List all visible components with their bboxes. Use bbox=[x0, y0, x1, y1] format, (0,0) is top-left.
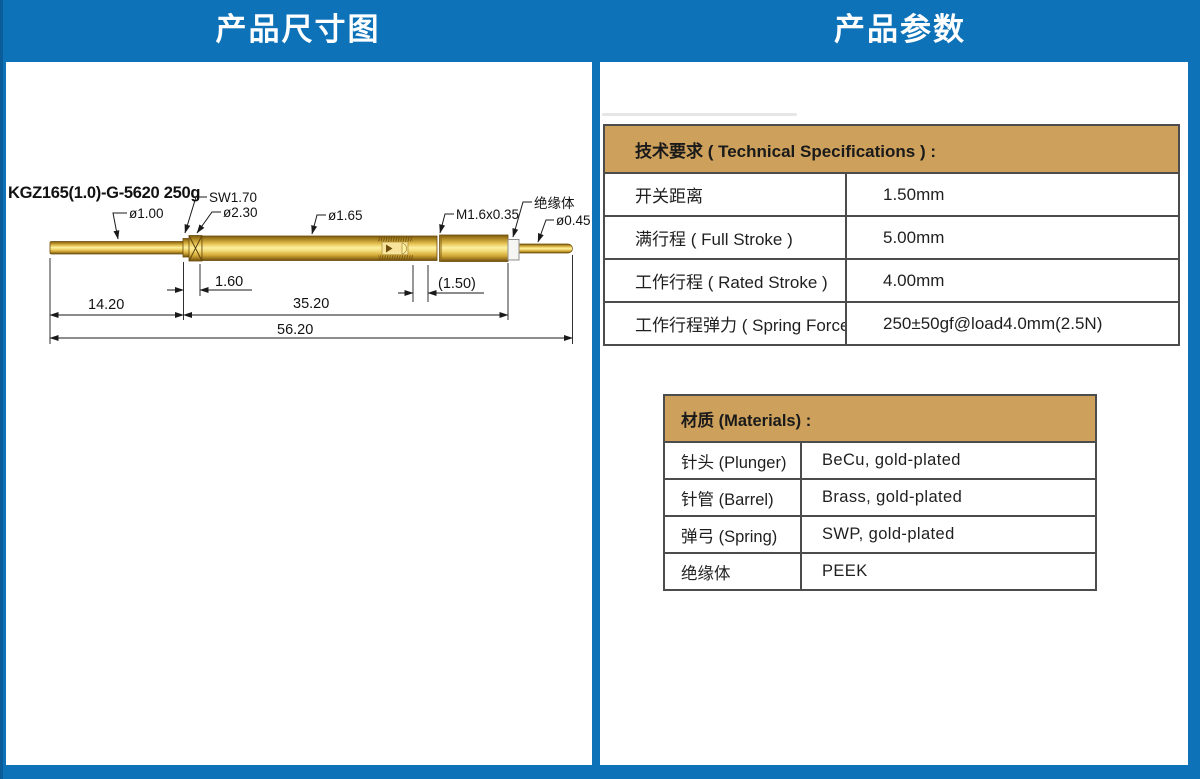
part-number: KGZ165(1.0)-G-5620 250g bbox=[8, 184, 200, 202]
spec-name: 开关距离 bbox=[603, 172, 847, 217]
spec-name: 工作行程弹力 ( Spring Force ) bbox=[603, 301, 847, 346]
material-value: PEEK bbox=[800, 552, 1097, 591]
table-row: 针管 (Barrel) Brass, gold-plated bbox=[663, 478, 1097, 517]
dim-barrel-length: 35.20 bbox=[293, 296, 329, 312]
dim-total-length: 56.20 bbox=[277, 322, 313, 338]
callout-insulator: 绝缘体 bbox=[534, 196, 575, 211]
spec-value: 250±50gf@load4.0mm(2.5N) bbox=[844, 301, 1181, 346]
insulator-ring bbox=[507, 239, 520, 261]
table-row: 开关距离 1.50mm bbox=[603, 172, 1181, 217]
material-name: 针管 (Barrel) bbox=[663, 478, 802, 517]
thread-section bbox=[439, 234, 509, 262]
spec-value: 4.00mm bbox=[844, 258, 1181, 303]
material-name: 弹弓 (Spring) bbox=[663, 515, 802, 554]
callout-thread: M1.6x0.35 bbox=[456, 207, 519, 222]
table-row: 工作行程 ( Rated Stroke ) 4.00mm bbox=[603, 258, 1181, 303]
material-name: 绝缘体 bbox=[663, 552, 802, 591]
materials-table: 材质 (Materials) : 针头 (Plunger) BeCu, gold… bbox=[663, 394, 1097, 591]
callout-hex: SW1.70 bbox=[209, 190, 257, 205]
spec-table-title: 技术要求 ( Technical Specifications ) : bbox=[602, 124, 1181, 174]
dimension-drawing-panel: KGZ165(1.0)-G-5620 250g ø1.00 SW1.70 ø2.… bbox=[6, 62, 592, 765]
collar-step bbox=[182, 238, 190, 258]
table-row: 绝缘体 PEEK bbox=[663, 552, 1097, 591]
left-edge-accent bbox=[0, 0, 3, 779]
callout-barrel-diameter: ø1.65 bbox=[328, 208, 363, 223]
material-name: 针头 (Plunger) bbox=[663, 441, 802, 480]
material-value: Brass, gold-plated bbox=[800, 478, 1097, 517]
parameters-panel-title: 产品参数 bbox=[834, 12, 966, 47]
plunger-shaft bbox=[49, 241, 185, 255]
leader-lines bbox=[112, 196, 554, 243]
technical-specifications-table: 技术要求 ( Technical Specifications ) : 开关距离… bbox=[602, 124, 1181, 346]
table-row: 针头 (Plunger) BeCu, gold-plated bbox=[663, 441, 1097, 480]
dimension-lines bbox=[49, 287, 573, 341]
callout-tail-diameter: ø0.45 bbox=[556, 213, 591, 228]
tail-pin bbox=[513, 243, 573, 254]
dim-hex-length: 1.60 bbox=[215, 274, 243, 290]
spec-value: 5.00mm bbox=[844, 215, 1181, 260]
dim-plunger-length: 14.20 bbox=[88, 297, 124, 313]
table-row: 满行程 ( Full Stroke ) 5.00mm bbox=[603, 215, 1181, 260]
table-header-row: 材质 (Materials) : bbox=[663, 394, 1097, 443]
material-value: BeCu, gold-plated bbox=[800, 441, 1097, 480]
pogo-pin-drawing: KGZ165(1.0)-G-5620 250g ø1.00 SW1.70 ø2.… bbox=[8, 184, 591, 344]
spec-name: 工作行程 ( Rated Stroke ) bbox=[603, 258, 847, 303]
parameters-panel: 技术要求 ( Technical Specifications ) : 开关距离… bbox=[600, 62, 1188, 765]
pin-body bbox=[49, 234, 573, 262]
scan-artifact bbox=[602, 113, 797, 116]
material-value: SWP, gold-plated bbox=[800, 515, 1097, 554]
spec-value: 1.50mm bbox=[844, 172, 1181, 217]
dimension-panel-title: 产品尺寸图 bbox=[215, 12, 381, 47]
table-row: 弹弓 (Spring) SWP, gold-plated bbox=[663, 515, 1097, 554]
table-header-row: 技术要求 ( Technical Specifications ) : bbox=[602, 124, 1181, 174]
dim-thread-length: (1.50) bbox=[438, 276, 476, 292]
materials-table-title: 材质 (Materials) : bbox=[663, 394, 1097, 443]
callout-flange-diameter: ø2.30 bbox=[223, 205, 258, 220]
table-row: 工作行程弹力 ( Spring Force ) 250±50gf@load4.0… bbox=[603, 301, 1181, 346]
retention-knurl bbox=[378, 236, 413, 260]
callout-plunger-diameter: ø1.00 bbox=[129, 206, 164, 221]
spec-name: 满行程 ( Full Stroke ) bbox=[603, 215, 847, 260]
